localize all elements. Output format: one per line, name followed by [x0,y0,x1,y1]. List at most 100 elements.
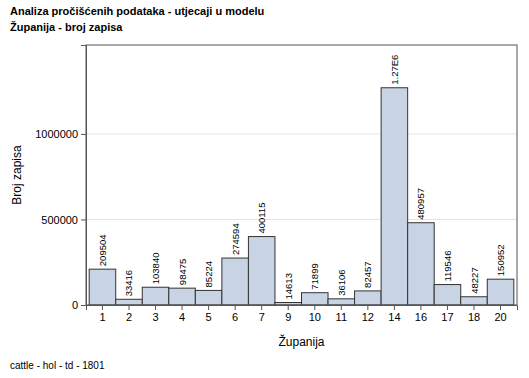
bar [248,237,275,305]
x-tick: 2 [126,305,132,323]
x-tick-label: 2 [126,311,132,323]
bars [89,88,514,305]
grid [86,134,517,305]
x-tick-mark [500,305,501,310]
y-tick-label: 500000 [41,213,78,225]
x-tick: 7 [259,305,265,323]
x-tick: 4 [179,305,185,323]
x-tick-mark [102,305,103,310]
plot-frame [86,45,517,305]
data-label: 400115 [256,203,267,234]
bar [487,279,514,305]
x-tick: 9 [285,305,291,323]
data-label: 36106 [336,269,347,295]
x-tick: 14 [388,305,400,323]
y-tick: 500000 [41,213,86,225]
chart: Analiza pročišćenih podataka - utjecaji … [0,0,529,378]
x-tick: 3 [152,305,158,323]
x-axis: 123456791011121416171820 [87,305,518,323]
data-label: 103840 [150,253,161,285]
bar [169,288,196,305]
x-tick-mark [341,305,342,310]
x-tick-label: 11 [336,311,347,323]
footnote: cattle - hol - td - 1801 [10,360,105,371]
x-tick-label: 16 [415,311,427,323]
x-tick: 17 [441,305,453,323]
x-tick-label: 12 [362,311,374,323]
x-tick-mark [261,305,262,310]
data-label: 480957 [415,188,426,220]
bar [461,297,488,305]
x-tick-mark [367,305,368,310]
y-tick-mark [81,219,86,220]
data-label: 98475 [177,259,188,285]
data-label: 1.27E6 [389,55,400,85]
x-tick-mark [182,305,183,310]
x-tick-mark [394,305,395,310]
x-tick-mark [208,305,209,310]
y-tick: 0 [72,299,86,311]
x-tick-mark [155,305,156,310]
x-tick-mark [314,305,315,310]
y-axis: 0 500000 1000000 [35,46,86,312]
data-label: 33416 [123,270,134,296]
x-tick-label: 4 [179,311,185,323]
x-tick: 10 [309,305,321,323]
bar [222,258,249,305]
x-tick-label: 5 [206,311,212,323]
bar [89,269,116,305]
x-tick-label: 14 [388,311,400,323]
grid-line [86,133,517,134]
y-tick-mark [81,134,86,135]
x-tick-mark [474,305,475,310]
data-labels: 2095043341610384098475852242745944001151… [97,55,506,300]
x-tick-label: 20 [494,311,506,323]
x-tick-label: 18 [468,311,480,323]
x-tick-mark [447,305,448,310]
data-label: 150952 [495,244,506,276]
x-tick-mark [235,305,236,310]
x-tick: 6 [232,305,238,323]
data-label: 14613 [283,273,294,299]
bar [302,293,329,305]
subtitle: Županija - broj zapisa [10,21,123,33]
y-tick-mark [81,305,86,306]
x-tick-mark [128,305,129,310]
x-tick: 11 [336,305,347,323]
bar [355,291,382,305]
x-axis-title: Županija [278,334,324,349]
x-tick-mark [420,305,421,310]
y-tick-label: 1000000 [35,128,78,140]
grid-line [86,219,517,220]
data-label: 82457 [362,261,373,287]
data-label: 85224 [203,261,214,287]
y-axis-title: Broj zapisa [10,145,24,205]
bar [116,299,143,305]
x-tick-mark [288,305,289,310]
x-tick: 1 [99,305,105,323]
data-label: 71899 [309,263,320,289]
x-tick-label: 10 [309,311,321,323]
bar [195,290,222,305]
data-label: 209504 [97,234,108,266]
x-tick: 5 [206,305,212,323]
x-tick-label: 1 [99,311,105,323]
bar [381,88,408,305]
x-tick-label: 7 [259,311,265,323]
x-tick-label: 17 [441,311,453,323]
x-tick-label: 6 [232,311,238,323]
plot: 2095043341610384098475852242745944001151… [35,45,517,323]
x-tick: 12 [362,305,374,323]
bar [434,285,461,305]
x-axis-line [87,306,518,311]
x-tick: 20 [494,305,506,323]
x-tick-label: 9 [285,311,291,323]
y-axis-line [81,46,87,306]
y-tick: 1000000 [35,128,86,140]
y-tick-label: 0 [72,299,78,311]
x-tick: 16 [415,305,427,323]
x-tick-label: 3 [152,311,158,323]
bar [328,299,355,305]
bar [408,223,435,305]
data-label: 119546 [442,251,453,282]
